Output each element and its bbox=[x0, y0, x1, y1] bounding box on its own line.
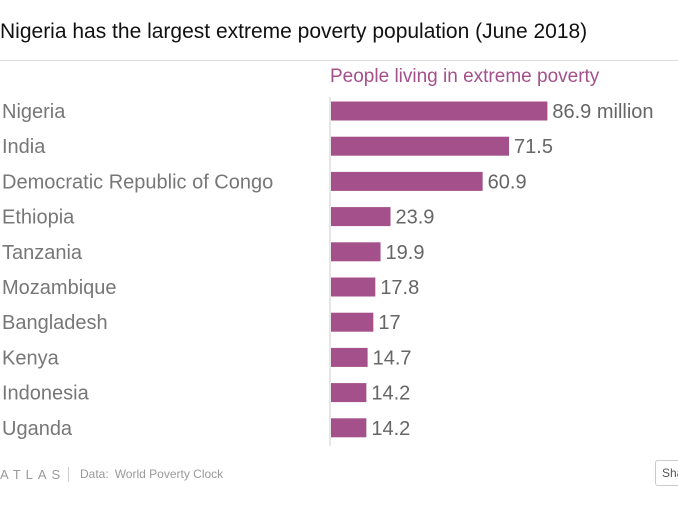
source-label: Data: bbox=[80, 467, 109, 481]
category-label: Kenya bbox=[2, 347, 60, 369]
bar-kenya[interactable] bbox=[331, 347, 368, 367]
value-label: 17 bbox=[378, 312, 400, 334]
bar-tanzania[interactable] bbox=[331, 242, 381, 262]
bar-uganda[interactable] bbox=[331, 418, 367, 438]
footer-divider bbox=[68, 467, 69, 482]
bar-india[interactable] bbox=[331, 136, 510, 156]
share-button[interactable]: Share bbox=[655, 460, 678, 486]
title-divider bbox=[0, 60, 678, 61]
bar-democratic-republic-of-congo[interactable] bbox=[331, 171, 483, 191]
category-label: Democratic Republic of Congo bbox=[2, 171, 273, 193]
value-label: 14.2 bbox=[371, 418, 410, 440]
category-label: Uganda bbox=[2, 418, 73, 440]
category-label: Ethiopia bbox=[2, 207, 75, 229]
value-label: 14.2 bbox=[371, 383, 410, 405]
bar-chart: People living in extreme poverty Nigeria 8… bbox=[2, 66, 654, 446]
value-label: 23.9 bbox=[396, 207, 435, 229]
bar-nigeria[interactable] bbox=[331, 101, 548, 121]
category-label: Bangladesh bbox=[2, 312, 108, 334]
source-value: World Poverty Clock bbox=[114, 467, 224, 481]
value-label: 60.9 bbox=[488, 171, 527, 193]
category-label: Indonesia bbox=[2, 383, 90, 405]
bar-mozambique[interactable] bbox=[331, 277, 376, 297]
category-label: India bbox=[2, 136, 46, 158]
category-label: Mozambique bbox=[2, 277, 117, 299]
bar-bangladesh[interactable] bbox=[331, 312, 374, 332]
value-label: 17.8 bbox=[380, 277, 419, 299]
value-label: 71.5 bbox=[514, 136, 553, 158]
category-label: Nigeria bbox=[2, 101, 66, 123]
value-label: 86.9 million bbox=[552, 101, 653, 123]
value-label: 14.7 bbox=[373, 347, 412, 369]
data-source: Data: World Poverty Clock bbox=[80, 467, 223, 481]
category-label: Tanzania bbox=[2, 242, 83, 264]
series-header: People living in extreme poverty bbox=[330, 66, 600, 87]
value-label: 19.9 bbox=[386, 242, 425, 264]
atlas-logo[interactable]: ATLAS bbox=[0, 467, 66, 482]
bar-ethiopia[interactable] bbox=[331, 207, 391, 227]
chart-title: Nigeria has the largest extreme poverty … bbox=[0, 20, 588, 43]
footer: ATLAS Data: World Poverty Clock Share bbox=[0, 460, 678, 488]
bar-indonesia[interactable] bbox=[331, 383, 367, 403]
